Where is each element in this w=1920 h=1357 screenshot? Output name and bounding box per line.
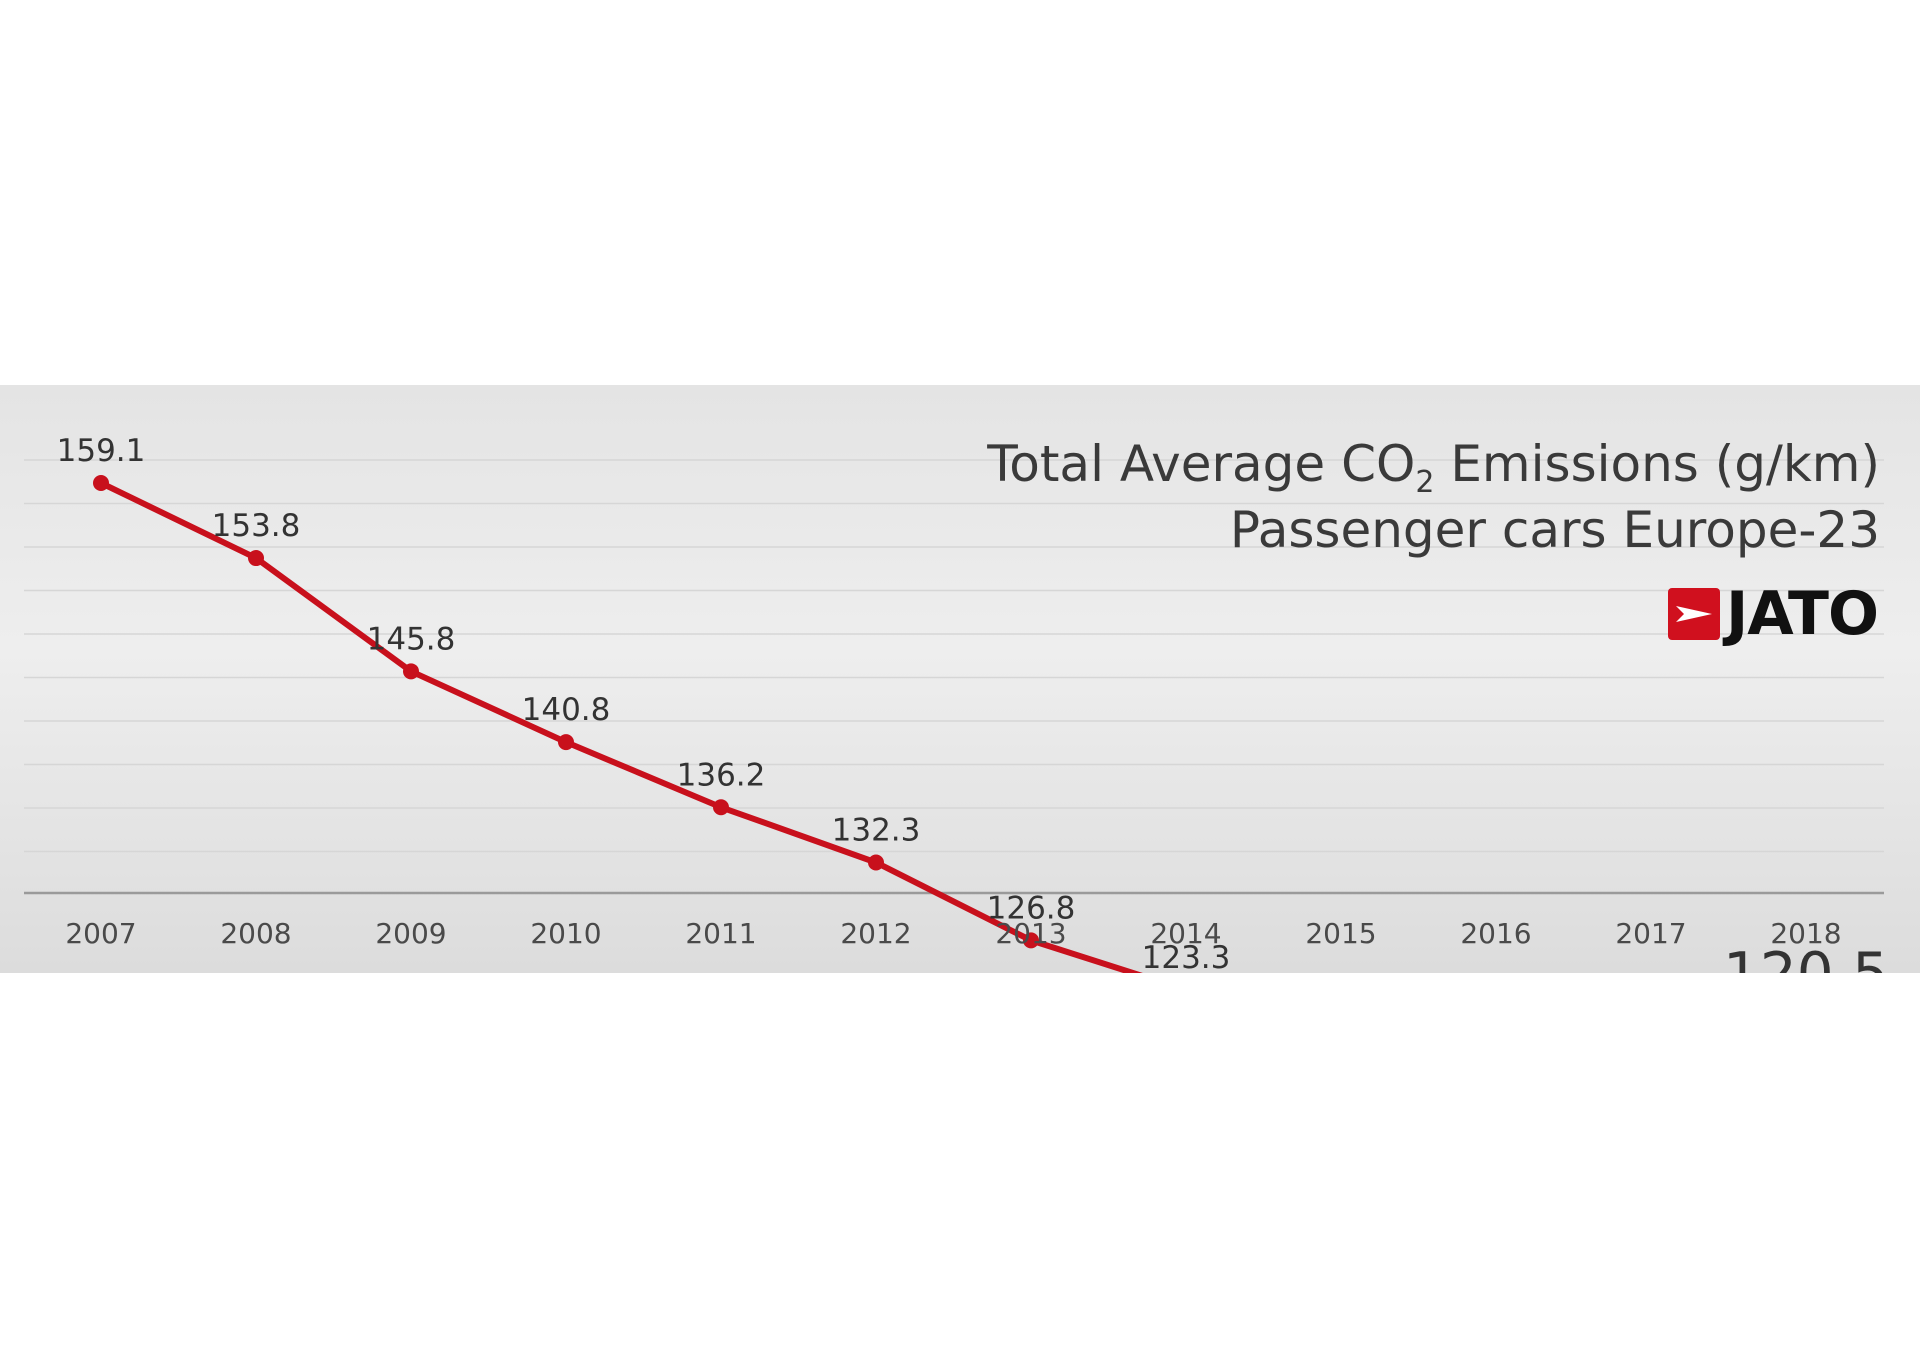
x-tick-2010: 2010: [530, 917, 601, 950]
x-tick-2014: 2014: [1150, 917, 1221, 950]
data-label-2014: 123.3: [1142, 940, 1231, 973]
data-label-2018: 120.5: [1723, 940, 1889, 973]
x-tick-2011: 2011: [685, 917, 756, 950]
data-label-2010: 140.8: [522, 692, 611, 728]
chart-panel: 159.1 153.8 145.8 140.8 136.2 132.3 126.8 123.3…: [0, 385, 1920, 973]
x-tick-2012: 2012: [840, 917, 911, 950]
grid-lines: [24, 459, 1884, 853]
data-point-2013: [1023, 932, 1039, 949]
x-tick-2013: 2013: [995, 917, 1066, 950]
chart-subtitle: Passenger cars Europe-23: [1229, 501, 1880, 559]
data-point-2010: [558, 734, 574, 751]
chart-title: Total Average CO2 Emissions (g/km): [987, 435, 1880, 500]
data-label-2009: 145.8: [367, 621, 456, 657]
logo-text: JATO: [1725, 579, 1879, 649]
data-point-2012: [868, 854, 884, 871]
x-tick-labels: 2007 2008 2009 2010 2011 2012 2013 2014 2015 2016…: [65, 917, 1841, 950]
data-point-2007: [93, 475, 109, 491]
data-label-2008: 153.8: [212, 508, 301, 544]
line-chart: 159.1 153.8 145.8 140.8 136.2 132.3 126.8 123.3…: [24, 433, 1889, 973]
data-point-2009: [403, 663, 419, 680]
chart-title-after: Emissions (g/km): [1434, 435, 1880, 493]
series-line: [98, 480, 1143, 973]
x-tick-2017: 2017: [1615, 917, 1686, 950]
x-tick-2015: 2015: [1305, 917, 1376, 950]
chart-title-subscript: 2: [1415, 465, 1435, 500]
jato-logo: JATO: [1667, 579, 1879, 649]
x-tick-2008: 2008: [220, 917, 291, 950]
data-label-2012: 132.3: [832, 812, 921, 848]
data-label-2013: 126.8: [987, 890, 1076, 926]
data-label-2007: 159.1: [57, 433, 146, 469]
chart-title-before: Total Average CO: [987, 435, 1416, 493]
data-point-2008: [248, 550, 264, 567]
jato-arrow-icon: [1667, 588, 1720, 640]
x-tick-2007: 2007: [65, 917, 136, 950]
data-label-2011: 136.2: [677, 757, 766, 793]
x-tick-2009: 2009: [375, 917, 446, 950]
data-points: [93, 475, 1039, 949]
data-point-2011: [713, 799, 729, 816]
data-labels: 159.1 153.8 145.8 140.8 136.2 132.3 126.8 123.3…: [57, 433, 1889, 973]
x-tick-2018: 2018: [1770, 917, 1841, 950]
x-tick-2016: 2016: [1460, 917, 1531, 950]
